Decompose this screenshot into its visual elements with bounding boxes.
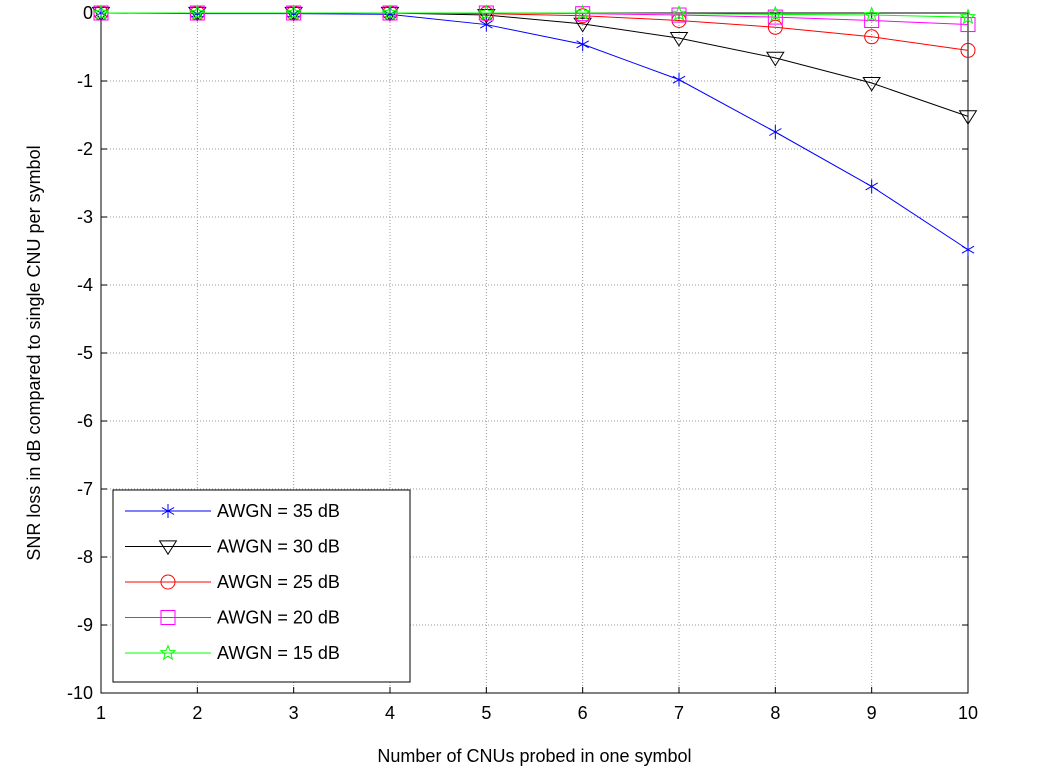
data-point xyxy=(573,17,592,33)
legend-item: AWGN = 20 dB xyxy=(125,608,340,628)
y-tick-label: -8 xyxy=(77,547,93,567)
data-point xyxy=(864,12,880,28)
y-tick-label: 0 xyxy=(83,3,93,23)
x-tick-label: 8 xyxy=(770,703,780,723)
data-point xyxy=(960,42,976,58)
x-axis-label: Number of CNUs probed in one symbol xyxy=(377,746,691,766)
data-point xyxy=(863,6,880,23)
series-4 xyxy=(93,5,976,33)
data-point xyxy=(669,32,689,47)
data-point xyxy=(478,4,495,21)
legend-label: AWGN = 15 dB xyxy=(217,643,340,663)
legend-marker xyxy=(161,504,175,518)
data-point xyxy=(380,6,400,22)
series-line xyxy=(100,12,969,251)
y-tick-label: -9 xyxy=(77,615,93,635)
legend-marker xyxy=(160,610,176,625)
x-tick-label: 2 xyxy=(192,703,202,723)
data-point xyxy=(576,37,590,52)
legend-label: AWGN = 25 dB xyxy=(217,572,340,592)
series-5 xyxy=(92,4,977,25)
x-tick-label: 3 xyxy=(289,703,299,723)
data-point xyxy=(574,4,591,21)
legend-marker xyxy=(159,644,177,661)
y-tick-label: -5 xyxy=(77,343,93,363)
data-point xyxy=(91,6,111,22)
legend-item: AWGN = 25 dB xyxy=(125,572,340,592)
x-tick-label: 10 xyxy=(958,703,978,723)
series-line xyxy=(101,12,969,18)
legend-label: AWGN = 30 dB xyxy=(217,537,340,557)
data-point xyxy=(190,6,204,21)
axis-ticks: 1 2 3 4 5 6 7 8 9 10 0 -1 -2 -3 -4 -5 -6 -7 -8 -9 -10 xyxy=(67,3,978,723)
data-point xyxy=(189,4,206,21)
legend-label: AWGN = 35 dB xyxy=(217,501,340,521)
series-line xyxy=(101,12,969,51)
data-point xyxy=(287,6,301,21)
data-point xyxy=(960,17,976,33)
legend-item: AWGN = 30 dB xyxy=(125,537,340,557)
y-tick-label: -10 xyxy=(67,683,93,703)
data-point xyxy=(862,76,881,92)
legend-item: AWGN = 35 dB xyxy=(125,501,340,521)
y-tick-label: -4 xyxy=(77,275,93,295)
data-point xyxy=(671,7,687,23)
data-point xyxy=(959,8,977,25)
legend: AWGN = 35 dB AWGN = 30 dB AWGN = 25 dB AWGN… xyxy=(112,489,411,683)
x-tick-label: 6 xyxy=(578,703,588,723)
data-point xyxy=(958,110,978,125)
x-tick-label: 9 xyxy=(867,703,877,723)
x-tick-label: 4 xyxy=(385,703,395,723)
data-point xyxy=(767,19,783,35)
data-point xyxy=(768,125,782,139)
x-tick-label: 7 xyxy=(674,703,684,723)
data-point xyxy=(961,242,975,257)
y-tick-label: -6 xyxy=(77,411,93,431)
series-1 xyxy=(94,6,975,257)
series-lines xyxy=(91,4,978,257)
data-point xyxy=(865,179,879,194)
y-tick-label: -3 xyxy=(77,207,93,227)
data-point xyxy=(92,4,110,21)
legend-marker xyxy=(160,574,176,590)
data-point xyxy=(864,29,880,45)
data-point xyxy=(477,8,496,24)
legend-item: AWGN = 15 dB xyxy=(125,643,340,663)
y-tick-label: -1 xyxy=(77,71,93,91)
data-point xyxy=(766,51,785,67)
series-2 xyxy=(91,6,978,125)
data-point xyxy=(284,6,303,22)
data-point xyxy=(285,4,302,21)
data-point xyxy=(767,5,784,22)
legend-label: AWGN = 20 dB xyxy=(217,608,340,628)
y-tick-label: -2 xyxy=(77,139,93,159)
x-tick-label: 1 xyxy=(96,703,106,723)
x-tick-label: 5 xyxy=(481,703,491,723)
data-point xyxy=(670,4,688,21)
y-tick-label: -7 xyxy=(77,479,93,499)
data-point xyxy=(672,72,686,87)
data-point xyxy=(767,9,783,25)
series-line xyxy=(101,12,969,117)
y-axis-label: SNR loss in dB compared to single CNU pe… xyxy=(24,145,44,560)
data-point xyxy=(381,4,399,21)
legend-marker xyxy=(158,540,178,556)
data-point xyxy=(188,6,207,22)
